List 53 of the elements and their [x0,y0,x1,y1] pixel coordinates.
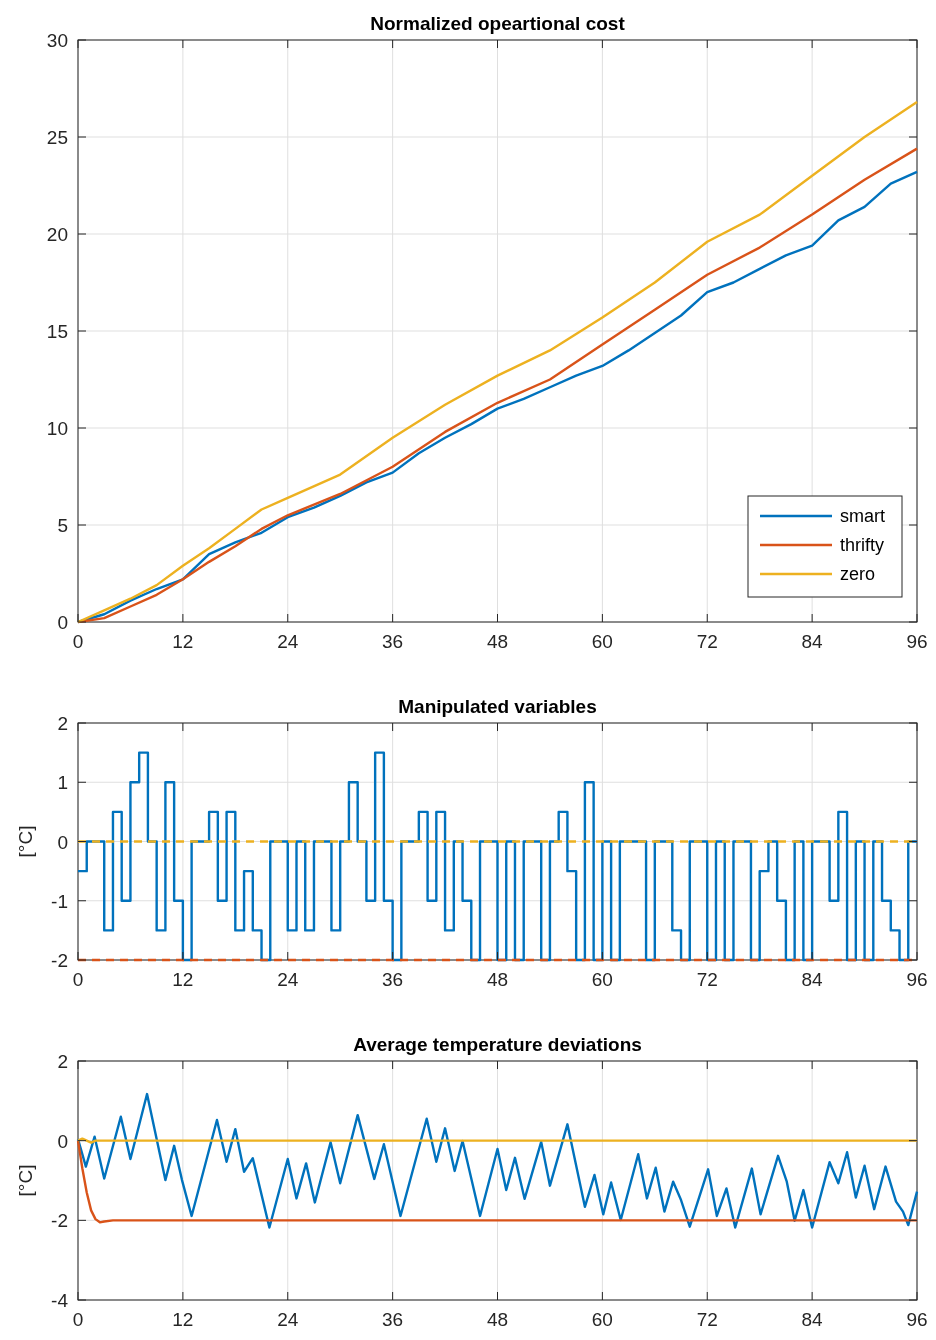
y-axis-title: [°C] [15,825,36,858]
x-tick-label: 12 [172,1309,194,1330]
line-series [76,1092,919,1229]
y-tick-label: 0 [57,1130,68,1152]
y-tick-label: -2 [51,950,68,971]
y-tick-label: 2 [57,1051,68,1072]
x-tick-label: 48 [486,631,509,652]
x-tick-label: 84 [801,1309,824,1330]
x-tick-label: 36 [382,631,404,652]
chart-title: Normalized opeartional cost [370,13,626,34]
x-tick-label: 60 [591,631,613,652]
x-tick-label: 96 [906,631,928,652]
y-tick-label: 20 [46,224,68,245]
legend-label: thrifty [840,535,885,555]
x-tick-label: 72 [696,1309,718,1330]
x-tick-label: 24 [277,1309,299,1330]
y-tick-label: -1 [51,890,68,912]
x-tick-label: 12 [172,969,194,990]
x-tick-label: 84 [801,631,824,652]
y-tick-label: 10 [46,418,68,439]
y-tick-label: 25 [46,127,68,148]
x-tick-label: 60 [591,969,613,990]
x-tick-label: 36 [382,1309,404,1330]
x-tick-label: 24 [277,631,299,652]
x-tick-label: 72 [696,969,718,990]
y-axis-title: [°C] [15,1164,36,1197]
x-tick-label: 0 [72,969,84,990]
y-tick-label: 2 [57,713,68,734]
x-tick-label: 60 [591,1309,613,1330]
y-tick-label: 0 [57,612,68,633]
x-tick-label: 48 [486,1309,509,1330]
x-tick-label: 72 [696,631,718,652]
x-tick-label: 12 [172,631,194,652]
x-tick-label: 24 [277,969,299,990]
y-tick-label: 5 [57,515,68,536]
legend-label: smart [840,506,885,526]
chart-title: Manipulated variables [398,696,597,717]
y-tick-label: -4 [51,1290,69,1311]
y-tick-label: 15 [46,321,68,342]
y-tick-label: 0 [57,831,68,853]
x-tick-label: 36 [382,969,404,990]
x-tick-label: 48 [486,969,509,990]
x-tick-label: 0 [72,1309,84,1330]
x-tick-label: 96 [906,969,928,990]
x-tick-label: 96 [906,1309,928,1330]
x-tick-label: 0 [72,631,84,652]
x-tick-label: 84 [801,969,824,990]
line-series [76,1139,919,1224]
y-tick-label: -2 [51,1210,68,1232]
y-tick-label: 30 [46,30,68,51]
chart-title: Average temperature deviations [353,1034,642,1055]
legend-label: zero [840,564,876,584]
y-tick-label: 1 [57,772,68,794]
